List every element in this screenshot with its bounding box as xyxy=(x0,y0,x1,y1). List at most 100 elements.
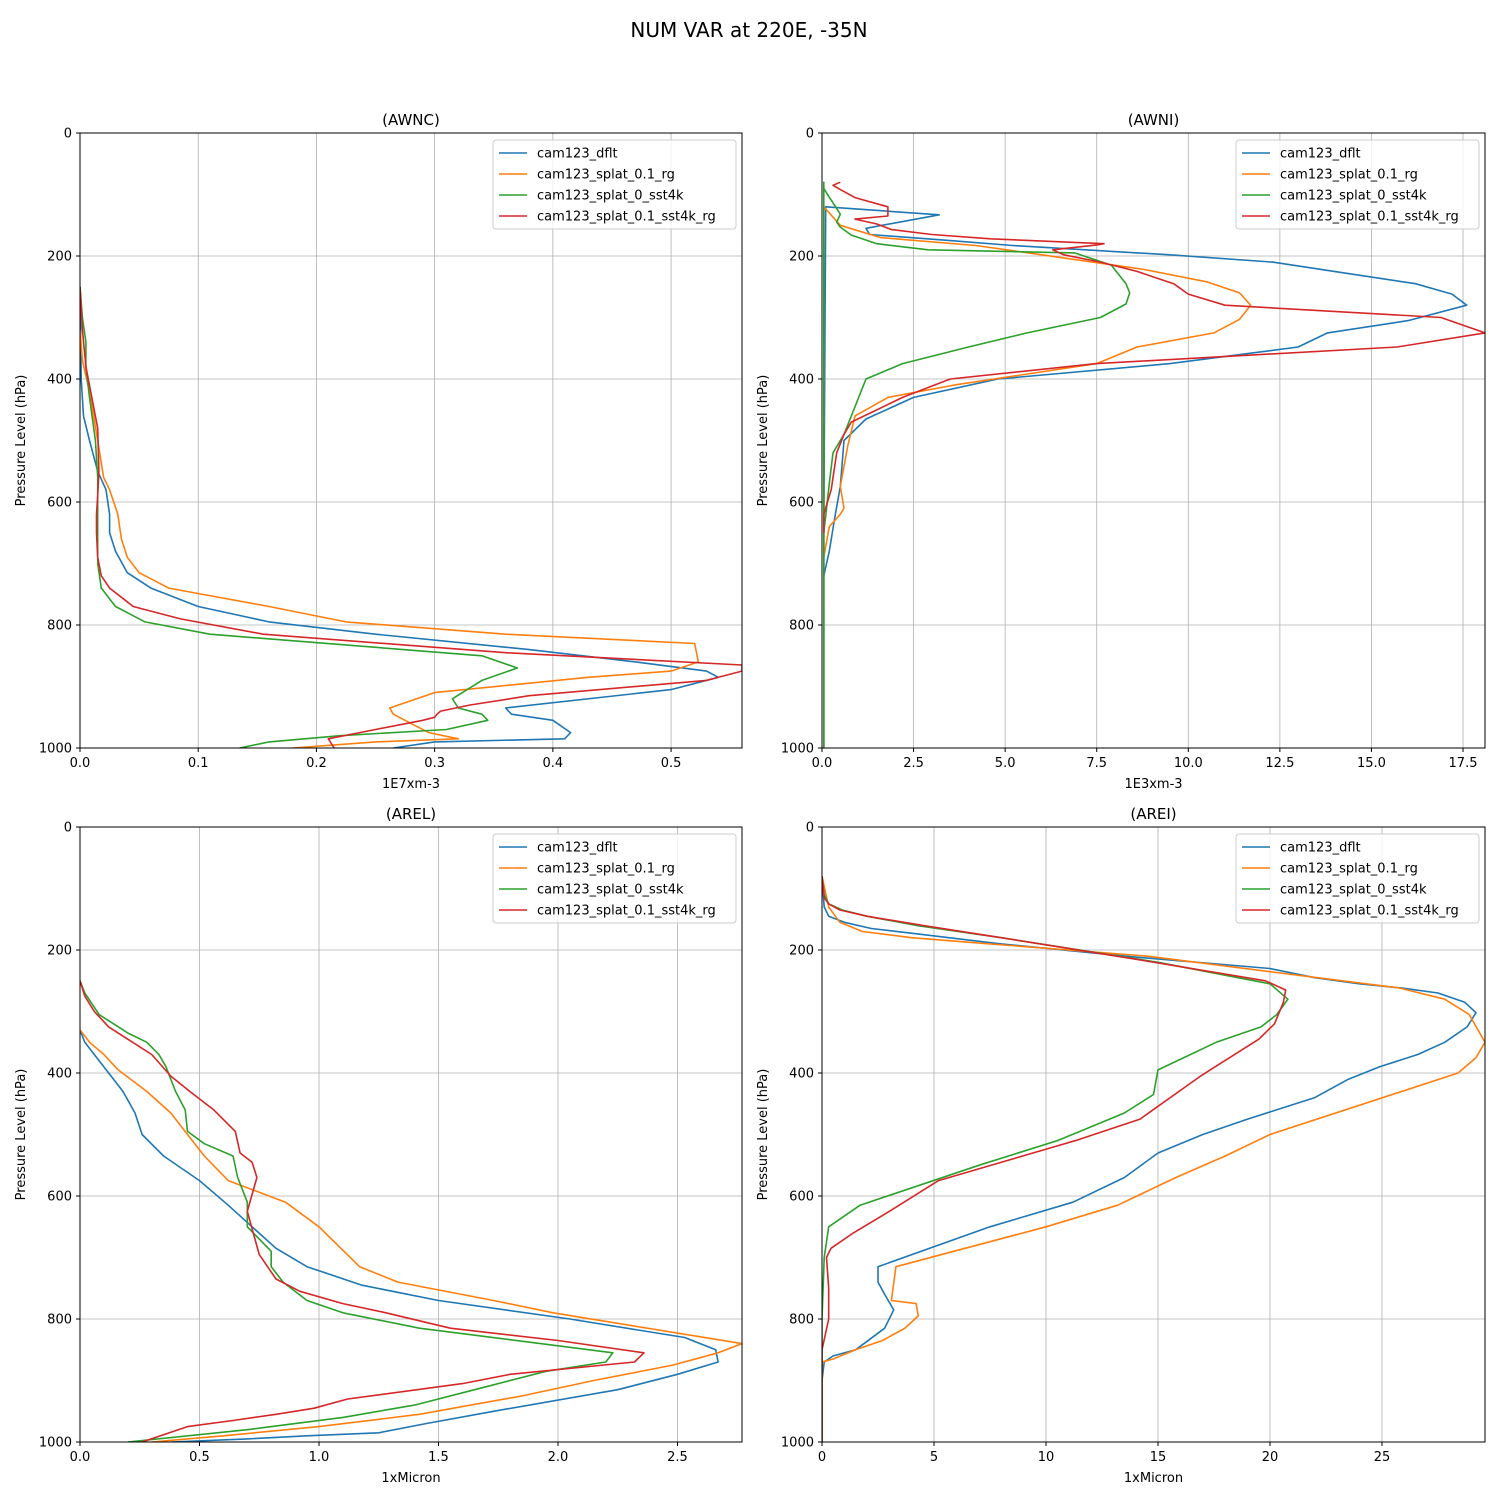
awnc-series-line-0 xyxy=(80,286,720,748)
awni-panel: 0.0 2.5 5.0 7.5 10.0 12.5 15.0 17.5 0 200 400 600 80… xyxy=(756,111,1486,792)
awni-ytick-label: 400 xyxy=(789,373,814,388)
arel-legend-label: cam123_splat_0.1_rg xyxy=(537,862,675,877)
figure-title: NUM VAR at 220E, -35N xyxy=(630,18,867,42)
awni-series-line-0 xyxy=(822,206,1468,748)
awni-xtick-label: 12.5 xyxy=(1265,756,1294,771)
awni-xtick-label: 2.5 xyxy=(903,756,924,771)
arei-xtick-label: 5 xyxy=(930,1450,938,1465)
arel-xlabel: 1xMicron xyxy=(381,1471,440,1486)
arel-ylabel: Pressure Level (hPa) xyxy=(14,1069,29,1201)
awnc-ytick-label: 1000 xyxy=(39,742,72,757)
arei-title: (AREI) xyxy=(1130,805,1176,823)
awnc-legend-label: cam123_splat_0_sst4k xyxy=(537,189,684,204)
awni-ytick-label: 200 xyxy=(789,250,814,265)
arel-series-line-2 xyxy=(80,980,614,1442)
arel-axes-frame xyxy=(79,826,743,1443)
arei-legend-label: cam123_splat_0.1_rg xyxy=(1280,862,1418,877)
awnc-xtick-label: 0.3 xyxy=(424,756,445,771)
arel-xtick-label: 1.0 xyxy=(309,1450,330,1465)
awnc-xtick-label: 0.4 xyxy=(543,756,564,771)
awni-xtick-label: 10.0 xyxy=(1174,756,1203,771)
awni-ytick-label: 1000 xyxy=(781,742,814,757)
arei-xtick-label: 0 xyxy=(818,1450,826,1465)
awnc-series-line-1 xyxy=(80,329,700,748)
awni-legend-label: cam123_splat_0.1_rg xyxy=(1280,168,1418,183)
arel-legend-box xyxy=(492,833,737,924)
awni-xtick-label: 5.0 xyxy=(995,756,1016,771)
awni-legend: cam123_dflt cam123_splat_0.1_rg cam123_spl… xyxy=(1235,139,1480,230)
awni-ytick-label: 600 xyxy=(789,496,814,511)
awnc-panel: 0.0 0.1 0.2 0.3 0.4 0.5 0 200 400 600 800 1000 (AWNC… xyxy=(14,111,743,792)
arel-panel: 0.0 0.5 1.0 1.5 2.0 2.5 0 200 400 600 800 1000 (AREL… xyxy=(14,805,743,1486)
arel-ytick-label: 400 xyxy=(47,1067,72,1082)
awni-ytick-label: 0 xyxy=(806,127,814,142)
arei-ytick-label: 800 xyxy=(789,1313,814,1328)
arei-legend-label: cam123_dflt xyxy=(1280,841,1361,856)
awni-xtick-label: 17.5 xyxy=(1449,756,1478,771)
arei-axes-frame xyxy=(821,826,1486,1443)
arei-legend-box xyxy=(1235,833,1480,924)
awni-legend-label: cam123_splat_0_sst4k xyxy=(1280,189,1427,204)
awnc-axes-frame xyxy=(79,132,743,749)
arel-xtick-label: 1.5 xyxy=(428,1450,449,1465)
awni-series-line-2 xyxy=(822,181,1131,748)
awni-series-line-3 xyxy=(822,181,1485,533)
awnc-ytick-label: 800 xyxy=(47,619,72,634)
arel-legend-label: cam123_splat_0.1_sst4k_rg xyxy=(537,904,716,919)
arel-xtick-label: 0.5 xyxy=(189,1450,210,1465)
awni-xlabel: 1E3xm-3 xyxy=(1124,777,1182,792)
awnc-legend: cam123_dflt cam123_splat_0.1_rg cam123_spl… xyxy=(492,139,737,230)
awnc-legend-label: cam123_splat_0.1_sst4k_rg xyxy=(537,210,716,225)
arei-ytick-label: 200 xyxy=(789,944,814,959)
arei-xtick-label: 10 xyxy=(1038,1450,1055,1465)
awni-xtick-label: 15.0 xyxy=(1357,756,1386,771)
awni-legend-label: cam123_splat_0.1_sst4k_rg xyxy=(1280,210,1459,225)
arel-xtick-label: 2.5 xyxy=(667,1450,688,1465)
awnc-xtick-label: 0.2 xyxy=(306,756,327,771)
awni-ylabel: Pressure Level (hPa) xyxy=(756,375,771,507)
awnc-title: (AWNC) xyxy=(382,111,440,129)
arel-legend-label: cam123_dflt xyxy=(537,841,618,856)
awnc-xlabel: 1E7xm-3 xyxy=(382,777,440,792)
arei-legend: cam123_dflt cam123_splat_0.1_rg cam123_spl… xyxy=(1235,833,1480,924)
arel-ytick-label: 1000 xyxy=(39,1436,72,1451)
arei-xtick-label: 25 xyxy=(1374,1450,1391,1465)
awnc-series-line-2 xyxy=(80,286,519,748)
arei-series-line-3 xyxy=(822,876,1287,1442)
awni-title: (AWNI) xyxy=(1128,111,1180,129)
arei-legend-label: cam123_splat_0_sst4k xyxy=(1280,883,1427,898)
awnc-legend-label: cam123_dflt xyxy=(537,147,618,162)
awnc-ytick-label: 200 xyxy=(47,250,72,265)
awnc-xtick-label: 0.5 xyxy=(661,756,682,771)
arel-ytick-label: 200 xyxy=(47,944,72,959)
arei-legend-label: cam123_splat_0.1_sst4k_rg xyxy=(1280,904,1459,919)
awnc-ytick-label: 0 xyxy=(64,127,72,142)
arel-legend: cam123_dflt cam123_splat_0.1_rg cam123_spl… xyxy=(492,833,737,924)
awnc-xtick-label: 0.1 xyxy=(188,756,209,771)
awnc-xtick-label: 0.0 xyxy=(70,756,91,771)
arel-xtick-label: 0.0 xyxy=(70,1450,91,1465)
awni-axes-frame xyxy=(821,132,1486,749)
arei-ylabel: Pressure Level (hPa) xyxy=(756,1069,771,1201)
awni-legend-box xyxy=(1235,139,1480,230)
arel-series-line-0 xyxy=(80,1029,719,1442)
arei-panel: 0 5 10 15 20 25 0 200 400 600 800 1000 (AREI) 1xMicro… xyxy=(756,805,1486,1486)
awni-ytick-label: 800 xyxy=(789,619,814,634)
awni-xtick-label: 0.0 xyxy=(812,756,833,771)
arei-xtick-label: 20 xyxy=(1262,1450,1279,1465)
arel-series-line-3 xyxy=(80,980,645,1442)
awni-legend-label: cam123_dflt xyxy=(1280,147,1361,162)
awnc-series-line-3 xyxy=(80,286,742,748)
arel-ytick-label: 800 xyxy=(47,1313,72,1328)
awnc-ytick-label: 400 xyxy=(47,373,72,388)
arei-series-line-1 xyxy=(822,876,1485,1442)
arei-ytick-label: 600 xyxy=(789,1190,814,1205)
awnc-ylabel: Pressure Level (hPa) xyxy=(14,375,29,507)
arel-ytick-label: 600 xyxy=(47,1190,72,1205)
awni-series-line-1 xyxy=(822,206,1252,748)
arel-series-line-1 xyxy=(80,1029,742,1442)
awnc-ytick-label: 600 xyxy=(47,496,72,511)
arei-ytick-label: 400 xyxy=(789,1067,814,1082)
arel-ytick-label: 0 xyxy=(64,821,72,836)
